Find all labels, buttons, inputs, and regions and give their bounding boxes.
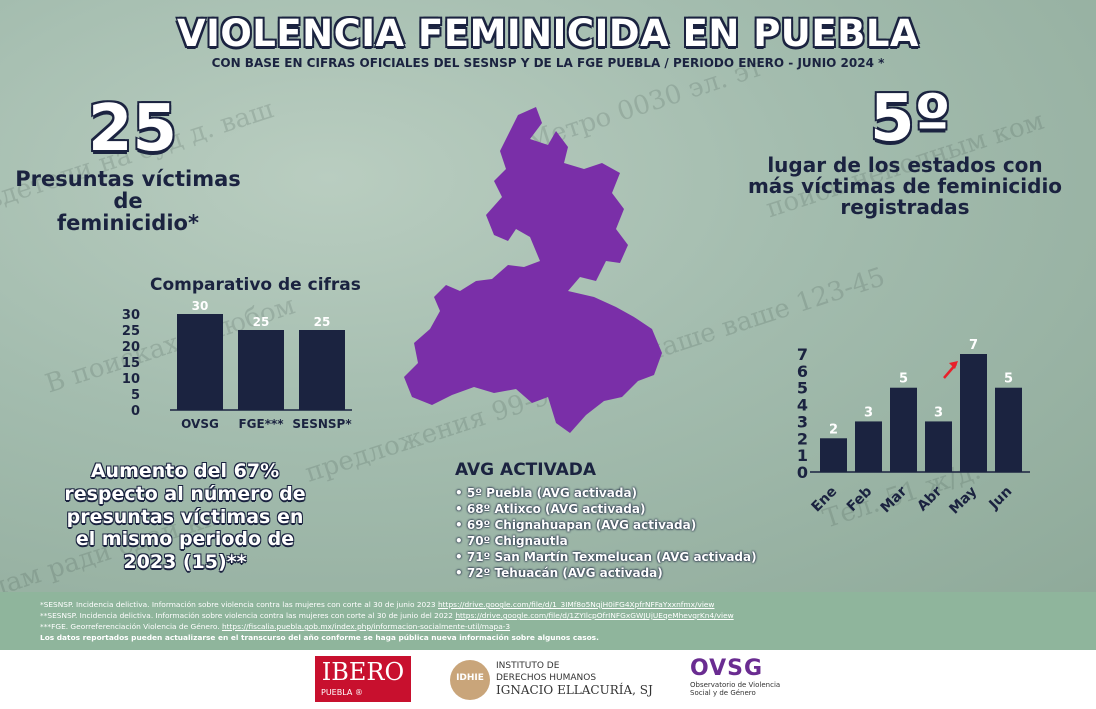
state-rank-caption-line3: registradas — [840, 195, 970, 219]
category-label: Abr — [914, 483, 945, 514]
increase-line5: 2023 (15)** — [123, 551, 247, 574]
ibero-logo: IBERO PUEBLA ® — [315, 656, 411, 702]
highlight-arrow-head — [949, 361, 958, 369]
category-label: Feb — [844, 484, 875, 515]
y-tick-label: 6 — [797, 362, 808, 381]
idhie-logo-text: INSTITUTO DE DERECHOS HUMANOS IGNACIO EL… — [496, 660, 653, 696]
avg-list-item: • 69º Chignahuapan (AVG activada) — [455, 518, 697, 532]
footnote-link[interactable]: https://fiscalia.puebla.gob.mx/index.php… — [221, 622, 511, 631]
increase-line4: el mismo periodo de — [75, 528, 295, 551]
increase-line2: respecto al número de — [64, 482, 306, 505]
data-label: 2 — [829, 422, 838, 437]
y-tick-label: 30 — [122, 308, 140, 323]
data-label: 30 — [192, 299, 209, 313]
data-label: 25 — [253, 315, 270, 329]
idhie-logo-mark: IDHIE — [450, 660, 490, 700]
data-label: 3 — [934, 405, 943, 420]
ibero-logo-sub: PUEBLA ® — [321, 688, 363, 697]
avg-title: AVG ACTIVADA — [455, 460, 597, 480]
category-label: Ene — [808, 484, 840, 516]
ovsg-logo-main: OVSG — [690, 656, 764, 681]
data-label: 3 — [864, 405, 873, 420]
data-label: 25 — [314, 315, 331, 329]
bar — [177, 314, 223, 410]
comparison-chart-title: Comparativo de cifras — [150, 275, 361, 295]
increase-line1: Aumento del 67% — [90, 460, 280, 482]
idhie-line2: DERECHOS HUMANOS — [496, 673, 597, 683]
bar — [238, 330, 284, 410]
state-rank-caption: lugar de los estados con más víctimas de… — [745, 155, 1065, 218]
footnote-link[interactable]: https://drive.google.com/file/d/1ZYIlcpO… — [455, 611, 734, 620]
idhie-line3: IGNACIO ELLACURÍA, SJ — [496, 683, 653, 697]
puebla-map-shape — [404, 107, 662, 433]
category-label: May — [946, 484, 980, 518]
avg-list-item: • 68º Atlixco (AVG activada) — [455, 502, 646, 516]
category-label: Mar — [878, 483, 911, 516]
avg-list: • 5º Puebla (AVG activada) • 68º Atlixco… — [455, 485, 757, 581]
data-label: 7 — [969, 338, 978, 353]
footnote: Los datos reportados pueden actualizarse… — [40, 633, 599, 642]
puebla-map — [404, 107, 662, 433]
footnote-text: ***FGE. Georreferenciación Violencia de … — [40, 622, 222, 631]
bar — [925, 421, 952, 472]
y-tick-label: 3 — [797, 412, 808, 431]
increase-text: Aumento del 67% respecto al número de pr… — [40, 460, 330, 574]
y-tick-label: 5 — [131, 388, 140, 403]
data-label: 5 — [1004, 372, 1013, 387]
footnotes-band: *SESNSP. Incidencia delictiva. Informaci… — [0, 592, 1096, 650]
footnote: ***FGE. Georreferenciación Violencia de … — [40, 622, 510, 631]
y-tick-label: 7 — [797, 345, 808, 364]
footnote-text: Los datos reportados pueden actualizarse… — [40, 633, 599, 642]
victims-caption: Presuntas víctimas de feminicidio* — [0, 168, 256, 234]
y-tick-label: 2 — [797, 429, 808, 448]
ibero-logo-main: IBERO — [321, 658, 405, 686]
page-subtitle: CON BASE EN CIFRAS OFICIALES DEL SESNSP … — [211, 56, 885, 70]
victims-count: 25 — [88, 92, 178, 166]
bar — [995, 387, 1022, 472]
y-tick-label: 20 — [122, 340, 140, 355]
ovsg-logo-line2: Social y de Género — [690, 689, 756, 697]
page-title: VIOLENCIA FEMINICIDA EN PUEBLA — [176, 12, 920, 55]
category-label: Jun — [986, 484, 1016, 514]
victims-caption-line1: Presuntas víctimas de — [15, 167, 241, 214]
bar — [820, 438, 847, 472]
avg-list-item: • 71º San Martín Texmelucan (AVG activad… — [455, 550, 757, 564]
y-tick-label: 10 — [122, 372, 140, 387]
footnote-text: **SESNSP. Incidencia delictiva. Informac… — [40, 611, 456, 620]
victims-caption-line2: feminicidio* — [57, 211, 199, 236]
logos-bar: IBERO PUEBLA ® IDHIE INSTITUTO DE DERECH… — [0, 650, 1096, 709]
avg-list-item: • 72º Tehuacán (AVG activada) — [455, 566, 663, 580]
idhie-logo-mark-text: IDHIE — [456, 673, 484, 683]
y-tick-label: 25 — [122, 324, 140, 339]
avg-list-item: • 5º Puebla (AVG activada) — [455, 486, 638, 500]
y-tick-label: 15 — [122, 356, 140, 371]
category-label: SESNSP* — [292, 417, 352, 431]
category-label: OVSG — [181, 417, 219, 431]
bar — [890, 387, 917, 472]
footnote: *SESNSP. Incidencia delictiva. Informaci… — [40, 600, 714, 609]
y-tick-label: 0 — [131, 404, 140, 419]
footnote: **SESNSP. Incidencia delictiva. Informac… — [40, 611, 734, 620]
bar — [855, 421, 882, 472]
ovsg-logo: OVSG Observatorio de Violencia Social y … — [690, 656, 780, 697]
footnote-link[interactable]: https://drive.google.com/file/d/1_3IMf8o… — [437, 600, 715, 609]
footnote-text: *SESNSP. Incidencia delictiva. Informaci… — [40, 600, 438, 609]
category-label: FGE*** — [238, 417, 284, 431]
state-rank: 5º — [870, 82, 951, 156]
bar — [299, 330, 345, 410]
ovsg-logo-line1: Observatorio de Violencia — [690, 681, 781, 689]
y-tick-label: 1 — [797, 446, 808, 465]
state-rank-caption-line1: lugar de los estados con — [767, 153, 1043, 177]
increase-line3: presuntas víctimas en — [66, 505, 304, 528]
data-label: 5 — [899, 372, 908, 387]
y-tick-label: 5 — [797, 379, 808, 398]
idhie-line1: INSTITUTO DE — [496, 661, 560, 671]
y-tick-label: 4 — [797, 396, 808, 415]
avg-list-item: • 70º Chignautla — [455, 534, 568, 548]
bar — [960, 354, 987, 472]
y-tick-label: 0 — [797, 463, 808, 482]
state-rank-caption-line2: más víctimas de feminicidio — [747, 174, 1063, 198]
